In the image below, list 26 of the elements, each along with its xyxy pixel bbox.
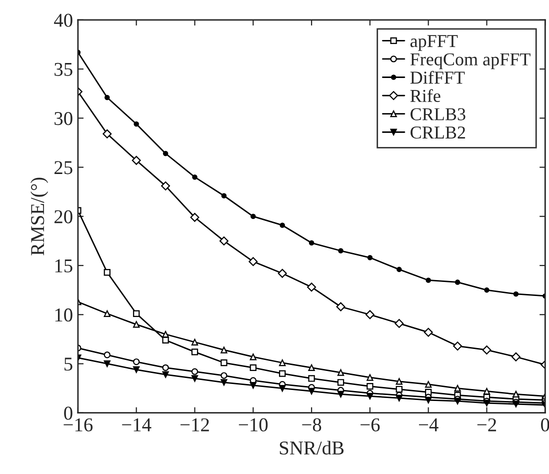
y-tick-label: 30 <box>54 112 72 126</box>
x-tick-label: −2 <box>477 418 496 432</box>
x-axis-title: SNR/dB <box>280 440 344 455</box>
legend-label: CRLB2 <box>410 126 466 139</box>
x-tick-label: −8 <box>302 418 322 432</box>
legend-label: apFFT <box>410 35 458 51</box>
x-tick-label: −4 <box>418 418 438 432</box>
legend-label: Rife <box>410 89 440 102</box>
y-tick-label: 40 <box>54 14 72 27</box>
y-tick-label: 25 <box>54 161 72 174</box>
y-tick-label: 20 <box>54 210 72 224</box>
x-tick-label: −6 <box>360 418 380 432</box>
x-tick-label: −10 <box>238 418 268 432</box>
y-tick-label: 0 <box>64 406 72 420</box>
legend-label: CRLB3 <box>410 108 466 120</box>
x-tick-label: 0 <box>541 418 549 432</box>
y-tick-label: 10 <box>55 308 72 322</box>
y-tick-label: 5 <box>64 358 72 371</box>
x-tick-label: −16 <box>64 418 93 432</box>
legend-label: DifFFT <box>410 70 465 84</box>
y-tick-label: 35 <box>54 62 72 76</box>
legend-label: FreqCom apFFT <box>410 53 530 70</box>
y-axis-title: RMSE/(°) <box>30 178 48 256</box>
x-tick-label: −12 <box>180 418 209 432</box>
y-tick-label: 15 <box>55 259 72 272</box>
x-tick-label: −14 <box>122 418 152 432</box>
